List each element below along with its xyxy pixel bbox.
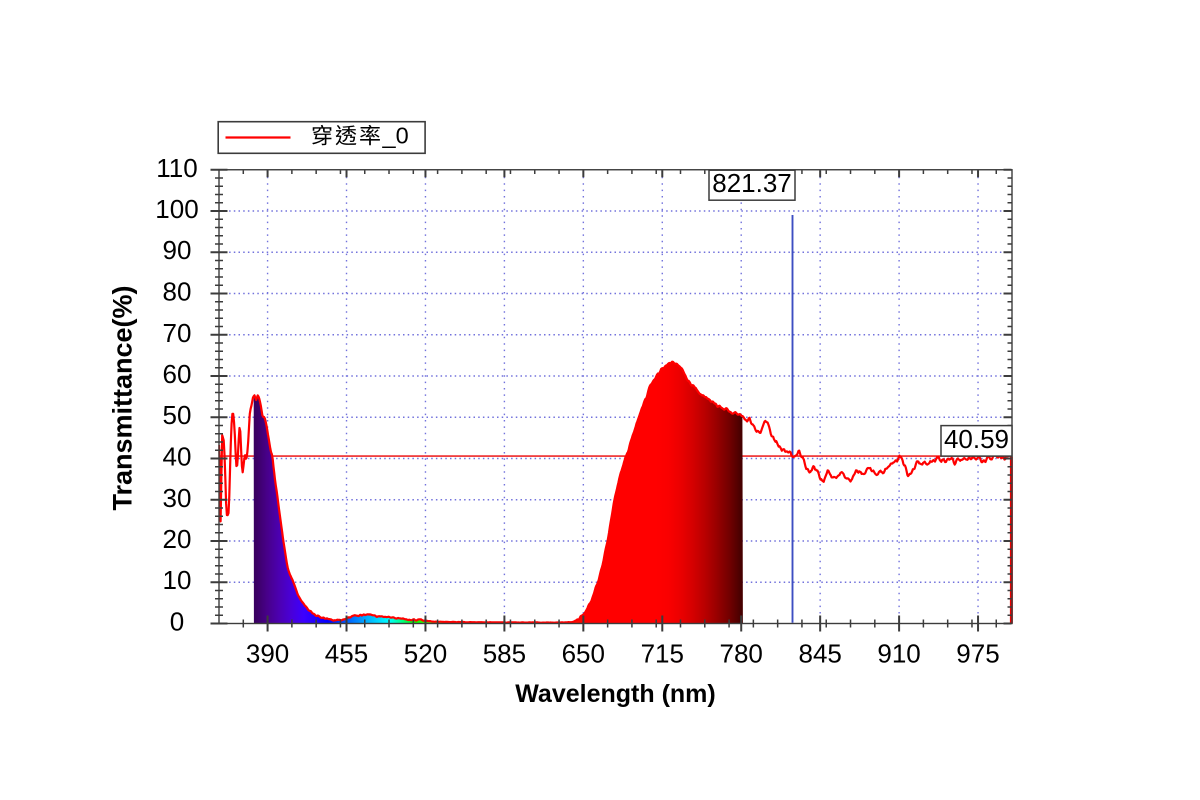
svg-text:585: 585 bbox=[483, 639, 526, 669]
svg-text:40: 40 bbox=[163, 442, 192, 472]
svg-text:845: 845 bbox=[799, 639, 842, 669]
svg-text:60: 60 bbox=[163, 359, 192, 389]
svg-text:390: 390 bbox=[246, 639, 289, 669]
svg-text:20: 20 bbox=[163, 524, 192, 554]
svg-text:520: 520 bbox=[404, 639, 447, 669]
svg-text:50: 50 bbox=[163, 400, 192, 430]
svg-text:10: 10 bbox=[163, 565, 192, 595]
svg-text:975: 975 bbox=[956, 639, 999, 669]
svg-text:Transmittance(%): Transmittance(%) bbox=[108, 285, 138, 510]
svg-text:_0: _0 bbox=[382, 123, 409, 149]
svg-text:80: 80 bbox=[163, 277, 192, 307]
svg-text:40.59: 40.59 bbox=[944, 424, 1009, 454]
svg-text:110: 110 bbox=[156, 153, 197, 183]
svg-text:Wavelength (nm): Wavelength (nm) bbox=[515, 680, 715, 708]
svg-text:100: 100 bbox=[155, 194, 198, 224]
svg-text:70: 70 bbox=[163, 318, 192, 348]
svg-text:780: 780 bbox=[720, 639, 763, 669]
svg-text:0: 0 bbox=[170, 607, 184, 637]
svg-text:650: 650 bbox=[562, 639, 605, 669]
svg-text:715: 715 bbox=[641, 639, 684, 669]
svg-text:821.37: 821.37 bbox=[712, 168, 792, 198]
svg-text:90: 90 bbox=[163, 235, 192, 265]
svg-text:455: 455 bbox=[325, 639, 368, 669]
svg-text:30: 30 bbox=[163, 483, 192, 513]
svg-text:910: 910 bbox=[877, 639, 920, 669]
